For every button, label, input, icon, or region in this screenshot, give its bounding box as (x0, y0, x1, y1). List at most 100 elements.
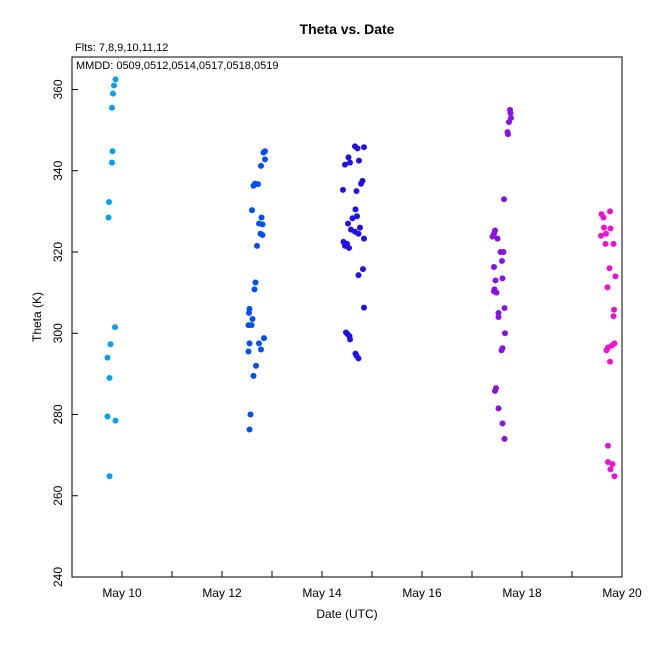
point-s4-11 (604, 284, 611, 291)
flights-annotation: Flts: 7,8,9,10,11,12 (75, 42, 168, 54)
y-tick-label-1: 260 (51, 485, 65, 505)
point-s3-28 (495, 405, 502, 412)
point-s3-19 (493, 289, 500, 296)
point-s4-8 (610, 240, 617, 247)
point-s1-1 (260, 149, 267, 156)
point-s4-17 (603, 347, 610, 354)
point-s0-2 (110, 90, 116, 97)
point-s2-5 (356, 157, 362, 164)
point-s1-25 (245, 348, 252, 355)
point-s2-9 (340, 186, 346, 193)
point-s3-16 (492, 277, 499, 284)
point-s1-5 (255, 181, 261, 188)
x-tick-label-0: May 10 (102, 586, 142, 600)
point-s2-15 (357, 224, 363, 231)
point-s3-12 (500, 249, 507, 255)
x-tick-label-1: May 12 (202, 586, 242, 600)
point-s0-11 (106, 374, 113, 381)
point-s3-20 (501, 305, 508, 312)
point-s3-22 (495, 314, 502, 320)
point-s2-18 (355, 230, 362, 237)
point-s3-27 (492, 387, 498, 394)
point-s2-14 (345, 220, 351, 227)
y-tick-label-2: 280 (51, 404, 65, 424)
point-s2-1 (354, 145, 361, 152)
point-s1-14 (252, 279, 259, 286)
x-axis: May 10 May 12 May 14 May 16 May 18 May 20 (102, 571, 642, 600)
point-s1-15 (251, 286, 258, 293)
point-s1-12 (259, 231, 266, 238)
point-s4-1 (600, 214, 607, 221)
point-s2-33 (355, 355, 362, 362)
point-s3-30 (501, 435, 508, 442)
point-s3-23 (502, 330, 508, 337)
point-s2-3 (345, 154, 352, 161)
y-axis: 240 260 280 300 320 340 360 (51, 79, 78, 587)
y-tick-label-5: 340 (51, 160, 65, 180)
point-s2-25 (355, 272, 362, 279)
point-s0-5 (109, 159, 115, 166)
point-s3-25 (498, 347, 505, 354)
point-s3-9 (489, 233, 496, 240)
point-s0-3 (109, 104, 115, 111)
point-s4-4 (607, 225, 614, 232)
point-s4-10 (612, 273, 619, 280)
point-s1-29 (246, 426, 253, 433)
point-s4-7 (602, 240, 609, 247)
point-s0-12 (104, 413, 111, 420)
point-s1-20 (248, 322, 255, 329)
point-s3-1 (507, 110, 514, 117)
mmdd-annotation: MMDD: 0509,0512,0514,0517,0518,0519 (76, 60, 278, 72)
point-s2-26 (361, 304, 367, 311)
point-s3-10 (494, 235, 501, 242)
point-s0-8 (112, 324, 118, 331)
point-s1-22 (256, 340, 262, 347)
y-tick-label-4: 320 (51, 242, 65, 262)
point-s2-12 (354, 213, 360, 220)
point-s0-7 (105, 214, 112, 221)
point-s4-6 (598, 232, 604, 239)
x-axis-label: Date (UTC) (316, 607, 377, 621)
point-s3-13 (499, 257, 505, 264)
point-s1-6 (250, 182, 257, 189)
point-s2-4 (347, 159, 353, 166)
point-s4-21 (609, 461, 616, 468)
point-s0-9 (107, 341, 114, 348)
point-s1-18 (249, 316, 256, 323)
point-s2-6 (342, 161, 348, 168)
point-s1-3 (258, 162, 264, 169)
point-s4-2 (607, 208, 613, 215)
point-s1-13 (254, 242, 260, 249)
point-s3-5 (505, 131, 511, 138)
point-s1-17 (246, 309, 252, 316)
point-s2-24 (360, 266, 366, 273)
point-s4-22 (607, 466, 614, 473)
point-s0-14 (106, 473, 113, 480)
point-s3-14 (491, 264, 497, 271)
x-tick-label-2: May 14 (302, 586, 342, 600)
point-s2-2 (361, 144, 367, 151)
point-s0-6 (106, 199, 112, 206)
chart-title: Theta vs. Date (300, 21, 395, 37)
point-s0-0 (112, 76, 119, 83)
y-tick-label-6: 360 (51, 79, 65, 99)
point-s4-12 (611, 306, 617, 313)
point-s4-5 (603, 230, 609, 237)
point-s4-13 (610, 313, 617, 320)
point-s3-6 (501, 196, 507, 203)
x-tick-label-3: May 16 (402, 586, 442, 600)
point-s1-10 (259, 221, 266, 228)
point-s2-23 (346, 244, 352, 251)
point-s4-23 (611, 473, 618, 480)
point-s2-19 (361, 235, 367, 242)
point-s1-26 (253, 362, 259, 369)
point-s0-1 (111, 82, 117, 89)
x-tick-label-5: May 20 (602, 586, 642, 600)
point-s1-24 (258, 346, 264, 353)
plot-frame (71, 56, 623, 578)
point-s2-13 (349, 215, 356, 222)
point-s1-27 (250, 372, 257, 379)
point-s1-2 (262, 156, 268, 163)
point-s4-19 (605, 442, 611, 449)
